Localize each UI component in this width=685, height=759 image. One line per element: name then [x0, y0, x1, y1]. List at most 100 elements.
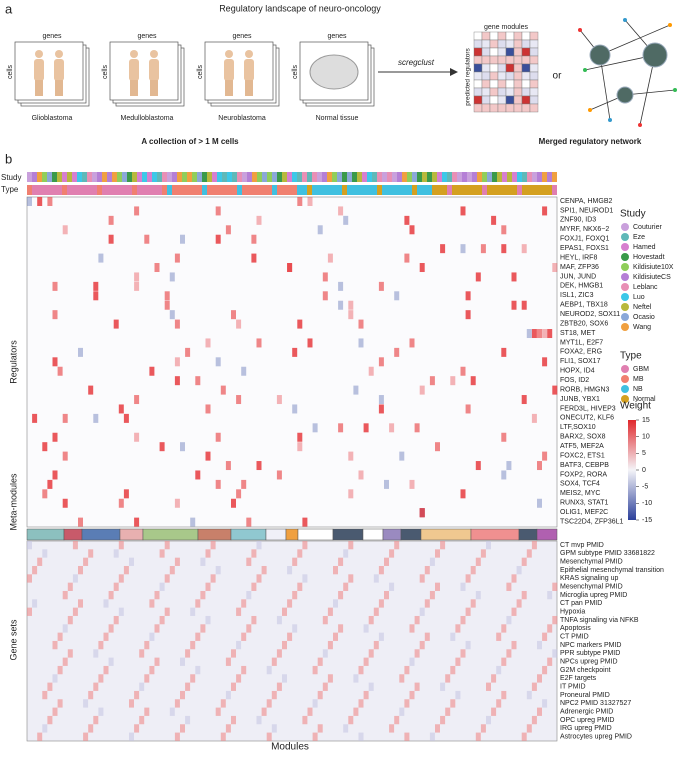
cell [174, 319, 180, 329]
study-segment [197, 172, 202, 182]
type-segment [417, 185, 422, 195]
study-segment [32, 172, 37, 182]
cell [547, 624, 553, 633]
cell [419, 508, 425, 518]
matrix-cell [497, 55, 507, 65]
geneset-label: KRAS signaling up [560, 575, 618, 582]
cell [57, 699, 63, 708]
body [129, 59, 139, 81]
cell [205, 338, 211, 348]
cell [465, 607, 471, 616]
cell [129, 732, 134, 741]
type-segment [197, 185, 202, 195]
study-segment [162, 172, 167, 182]
cell [307, 707, 313, 716]
study-segment [292, 172, 297, 182]
study-segment [57, 172, 62, 182]
cell [103, 599, 109, 608]
legs [245, 80, 253, 96]
cell [429, 732, 435, 741]
cell [266, 732, 272, 741]
cell [47, 197, 53, 206]
cell [475, 272, 481, 282]
cell [486, 715, 491, 725]
cells-label: cells [7, 65, 14, 80]
cell [27, 197, 32, 206]
geneset-label: OPC upreg PMID [560, 717, 614, 724]
cell [373, 574, 379, 583]
legs [130, 80, 138, 96]
type-segment [47, 185, 52, 195]
cell [144, 674, 150, 683]
cell [542, 699, 548, 708]
cell [297, 442, 303, 452]
legend-swatch [621, 385, 629, 393]
type-segment [377, 185, 382, 195]
study-segment [252, 172, 257, 182]
cell [149, 599, 155, 608]
cell [404, 215, 410, 225]
study-segment [517, 172, 522, 182]
type-segment [182, 185, 187, 195]
regulator-label: ST18, MET [560, 330, 596, 337]
cell [180, 442, 185, 452]
study-segment [432, 172, 437, 182]
cell [108, 234, 114, 244]
type-segment [482, 185, 487, 195]
panel-label: a [5, 1, 13, 16]
meta-module [63, 528, 83, 541]
cell [338, 557, 344, 566]
study-segment [267, 172, 272, 182]
study-segment [112, 172, 117, 182]
regulator-label: DEK, HMGB1 [560, 283, 603, 290]
study-segment [297, 172, 302, 182]
cell [231, 498, 236, 508]
cell [516, 565, 522, 575]
cell [394, 541, 400, 550]
cell [154, 263, 160, 273]
head [130, 50, 138, 58]
regulator-label: FOXJ1, FOXQ1 [560, 236, 610, 243]
cell [440, 715, 446, 725]
geneset-label: IT PMID [560, 683, 586, 690]
matrix-cell [529, 55, 539, 65]
cell [164, 291, 170, 301]
cell [450, 665, 456, 675]
type-segment [37, 185, 42, 195]
matrix-cell [489, 39, 499, 49]
cell [419, 640, 425, 650]
dataset-label: Neuroblastoma [218, 115, 266, 122]
cell [251, 615, 257, 625]
type-segment [357, 185, 362, 195]
type-segment [127, 185, 132, 195]
study-segment [512, 172, 517, 182]
matrix-cell [473, 63, 483, 73]
type-segment [107, 185, 112, 195]
cell [123, 413, 129, 423]
matrix-cell [481, 47, 491, 57]
cell [241, 599, 247, 608]
leaf [583, 68, 587, 72]
legend-entry: GBM [633, 366, 649, 373]
or: or [553, 71, 563, 82]
meta-module [197, 528, 232, 541]
matrix-cell [529, 39, 539, 49]
cell [404, 253, 410, 263]
regulator-label: MEIS2, MYC [560, 490, 600, 497]
type-segment [207, 185, 212, 195]
cell [455, 657, 461, 666]
type-segment [467, 185, 472, 195]
type-segment [82, 185, 87, 195]
cell [333, 632, 338, 641]
type-segment [97, 185, 102, 195]
type-segment [452, 185, 457, 195]
cell [276, 649, 282, 658]
cell [231, 715, 236, 725]
cell [511, 574, 517, 583]
type-segment [117, 185, 122, 195]
cell [144, 234, 150, 244]
legend-entry: MB [633, 376, 644, 383]
study-segment [247, 172, 252, 182]
cell [389, 582, 395, 591]
cell [327, 674, 333, 683]
